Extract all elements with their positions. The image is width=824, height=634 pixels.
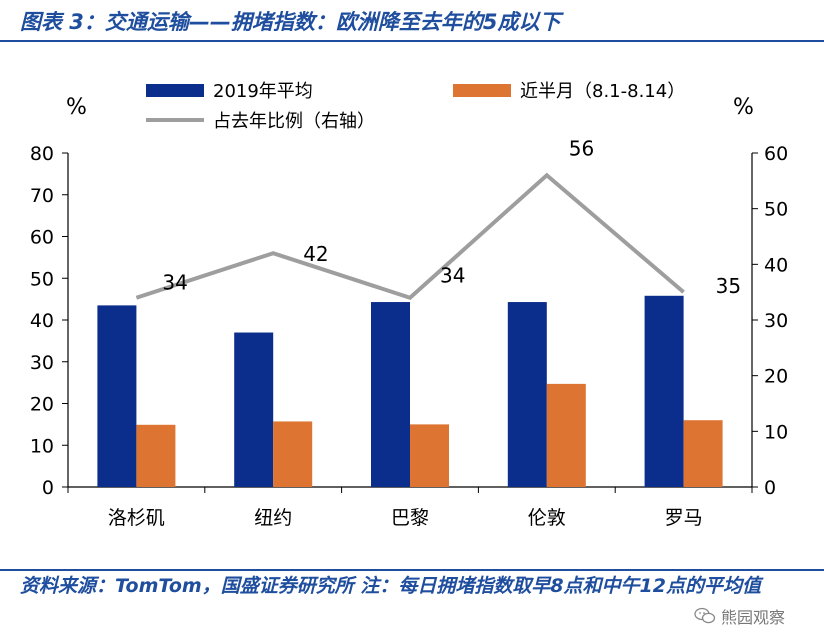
bar-2019 <box>644 295 684 487</box>
watermark-text: 熊园观察 <box>721 608 786 627</box>
ratio-line <box>135 172 685 300</box>
right-tick-label: 0 <box>764 477 776 499</box>
bar-recent <box>410 424 449 487</box>
category-label: 伦敦 <box>528 507 566 529</box>
axes: 0 10 20 30 40 50 60 70 80 0 10 20 30 40 50 60% % 洛杉矶 纽约 巴黎 伦… <box>30 95 788 529</box>
right-tick-label: 40 <box>764 254 788 276</box>
wechat-icon <box>694 607 716 624</box>
right-tick-label: 60 <box>764 143 788 165</box>
category-label: 罗马 <box>665 507 703 529</box>
left-tick-label: 30 <box>30 352 54 374</box>
legend-swatch-recent <box>453 84 511 97</box>
source-note: 资料来源：TomTom，国盛证券研究所 注：每日拥堵指数取早8点和中午12点的平… <box>20 575 762 597</box>
legend: 2019年平均 近半月（8.1-8.14） 占去年比例（右轴） <box>146 81 685 132</box>
ratio-data-label: 42 <box>303 242 328 266</box>
bars <box>97 295 723 487</box>
right-tick-label: 30 <box>764 310 788 332</box>
bar-2019 <box>97 305 137 487</box>
legend-label-ratio: 占去年比例（右轴） <box>213 111 375 132</box>
bar-recent <box>273 421 313 487</box>
category-label: 巴黎 <box>391 507 429 529</box>
legend-swatch-2019 <box>146 84 204 97</box>
figure-title: 图表 3：交通运输——拥堵指数：欧洲降至去年的5成以下 <box>20 10 561 34</box>
left-tick-label: 20 <box>30 394 54 416</box>
right-tick-label: 10 <box>764 421 788 443</box>
category-label: 纽约 <box>254 507 292 529</box>
bar-line-chart: 2019年平均 近半月（8.1-8.14） 占去年比例（右轴） 0 10 20 30 40 5… <box>30 81 788 529</box>
title-divider <box>0 40 824 42</box>
bar-2019 <box>234 332 274 487</box>
legend-label-recent: 近半月（8.1-8.14） <box>520 81 685 102</box>
right-tick-label: 50 <box>764 199 788 221</box>
ratio-data-label: 35 <box>716 274 741 298</box>
left-tick-label: 50 <box>30 268 54 290</box>
data-labels: 34 42 34 56 35 <box>162 136 741 298</box>
left-unit-label: % <box>66 95 87 120</box>
bar-recent <box>546 383 586 487</box>
bar-recent <box>136 424 176 487</box>
bar-2019 <box>507 302 547 487</box>
left-tick-label: 80 <box>30 143 54 165</box>
left-tick-label: 70 <box>30 185 54 207</box>
ratio-data-label: 56 <box>569 136 594 160</box>
source-divider <box>0 569 824 571</box>
watermark: 熊园观察 <box>688 603 792 629</box>
ratio-data-label: 34 <box>440 264 465 288</box>
bar-recent <box>683 420 723 487</box>
bar-2019 <box>371 302 410 487</box>
left-tick-label: 60 <box>30 227 54 249</box>
left-tick-label: 10 <box>30 435 54 457</box>
left-tick-label: 0 <box>42 477 54 499</box>
right-tick-label: 20 <box>764 366 788 388</box>
legend-label-2019: 2019年平均 <box>213 81 313 102</box>
category-label: 洛杉矶 <box>108 507 165 529</box>
ratio-line-path <box>135 172 685 300</box>
ratio-data-label: 34 <box>162 271 187 295</box>
left-tick-label: 40 <box>30 310 54 332</box>
right-unit-label: % <box>733 95 754 120</box>
